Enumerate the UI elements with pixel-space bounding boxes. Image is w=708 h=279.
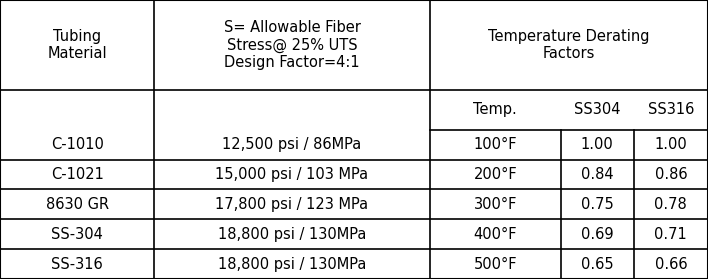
Text: 0.75: 0.75: [581, 197, 614, 212]
Text: 0.71: 0.71: [654, 227, 687, 242]
Text: 400°F: 400°F: [474, 227, 517, 242]
Text: 0.69: 0.69: [581, 227, 614, 242]
Text: 18,800 psi / 130MPa: 18,800 psi / 130MPa: [218, 257, 366, 271]
Text: C-1010: C-1010: [51, 137, 103, 152]
Text: 0.66: 0.66: [654, 257, 687, 271]
Text: 100°F: 100°F: [474, 137, 517, 152]
Text: S= Allowable Fiber
Stress@ 25% UTS
Design Factor=4:1: S= Allowable Fiber Stress@ 25% UTS Desig…: [224, 20, 360, 70]
Text: 200°F: 200°F: [474, 167, 517, 182]
Text: 8630 GR: 8630 GR: [45, 197, 109, 212]
Text: Temperature Derating
Factors: Temperature Derating Factors: [488, 29, 650, 61]
Text: C-1021: C-1021: [51, 167, 103, 182]
Text: SS-316: SS-316: [51, 257, 103, 271]
Text: 15,000 psi / 103 MPa: 15,000 psi / 103 MPa: [215, 167, 369, 182]
Text: 0.65: 0.65: [581, 257, 614, 271]
Text: SS304: SS304: [574, 102, 620, 117]
Text: Tubing
Material: Tubing Material: [47, 29, 107, 61]
Text: SS316: SS316: [648, 102, 694, 117]
Text: SS-304: SS-304: [51, 227, 103, 242]
Text: 300°F: 300°F: [474, 197, 517, 212]
Text: 17,800 psi / 123 MPa: 17,800 psi / 123 MPa: [215, 197, 369, 212]
Text: 500°F: 500°F: [474, 257, 517, 271]
Text: 1.00: 1.00: [581, 137, 614, 152]
Text: 0.86: 0.86: [654, 167, 687, 182]
Text: 1.00: 1.00: [654, 137, 687, 152]
Text: 12,500 psi / 86MPa: 12,500 psi / 86MPa: [222, 137, 362, 152]
Text: 0.78: 0.78: [654, 197, 687, 212]
Text: Temp.: Temp.: [474, 102, 517, 117]
Text: 0.84: 0.84: [581, 167, 614, 182]
Text: 18,800 psi / 130MPa: 18,800 psi / 130MPa: [218, 227, 366, 242]
